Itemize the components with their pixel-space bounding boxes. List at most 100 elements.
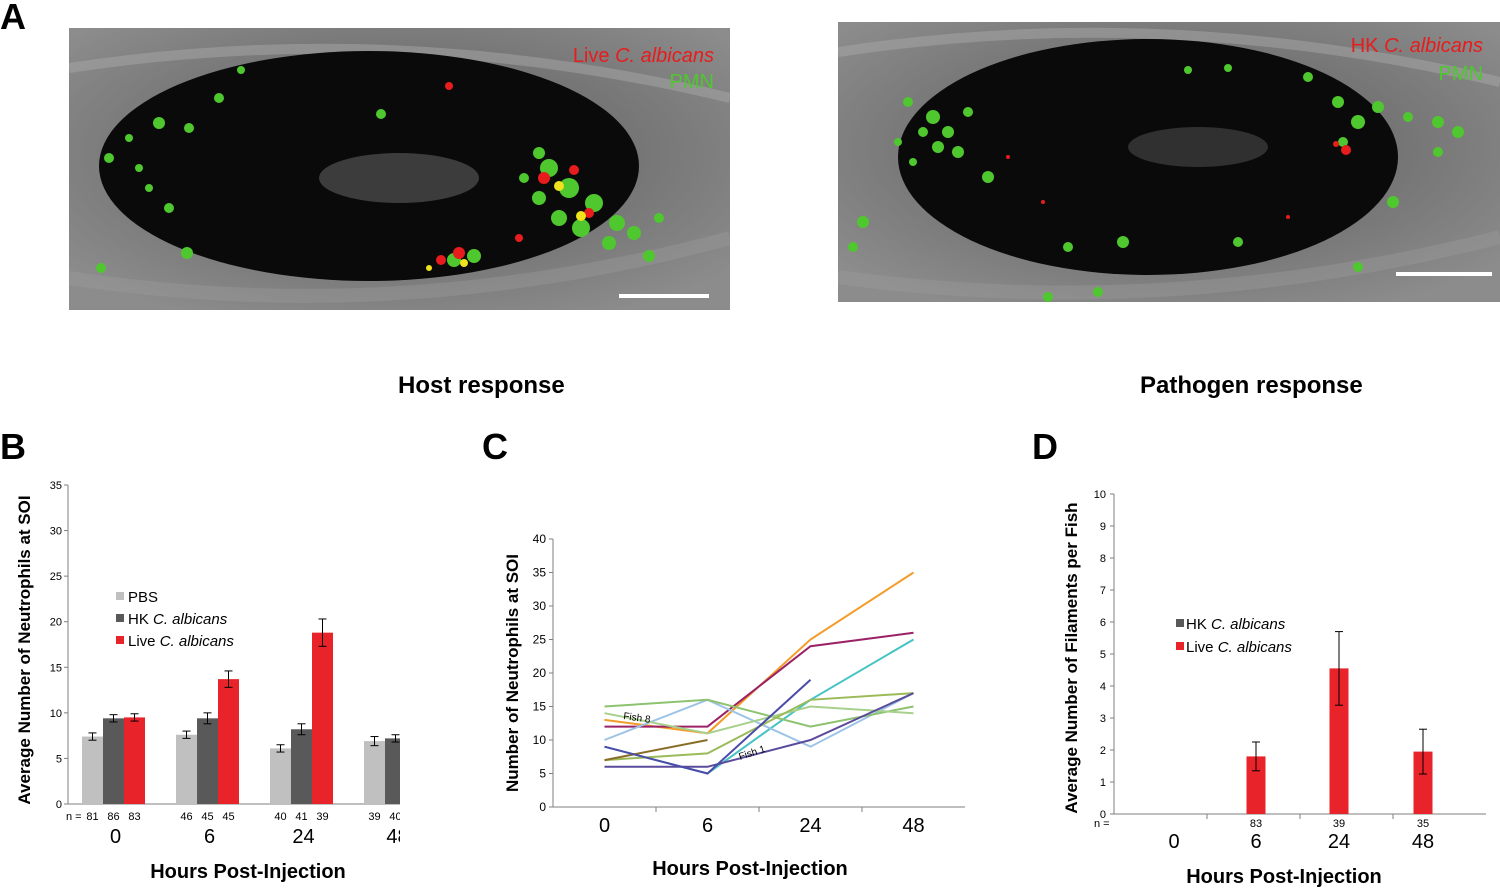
chart-b-category-label: 0 [110, 826, 121, 848]
host-response-title: Host response [398, 372, 565, 399]
chart-c-category-label: 48 [902, 815, 924, 837]
chart-d-category-label: 24 [1328, 831, 1350, 853]
chart-b-category-label: 24 [292, 826, 314, 848]
chart-b-bar [103, 718, 124, 804]
chart-c-series-line [604, 739, 708, 762]
chart-b-ytick-label: 35 [50, 480, 62, 492]
micrograph-live-label-red: Live C. albicans [573, 45, 714, 67]
chart-c-category-label: 24 [799, 815, 821, 837]
chart-c-ytick-label: 15 [533, 700, 547, 714]
chart-b-n-value: 41 [295, 811, 307, 823]
panel-label-a: A [0, 0, 26, 37]
chart-c-ytick-label: 10 [533, 733, 547, 747]
chart-d-legend: HK C. albicans Live C. albicans [1176, 616, 1292, 656]
legend-b-pbs-swatch [116, 592, 124, 600]
micrograph-hk-label-green: PMN [1439, 63, 1483, 85]
chart-c-series-line [604, 692, 914, 748]
micrograph-live: Live C. albicans PMN [69, 28, 730, 310]
chart-b-bar [176, 734, 197, 804]
chart-b-ytick-label: 10 [50, 708, 62, 720]
chart-b-bar [364, 741, 385, 804]
candida-cells [436, 82, 594, 265]
legend-b-hk-label: HK C. albicans [128, 611, 228, 628]
chart-c-category-label: 6 [702, 815, 713, 837]
chart-b-bar [312, 632, 333, 804]
legend-b-hk-swatch [116, 614, 124, 622]
chart-d-bar [1246, 756, 1266, 814]
chart-b-bar [218, 679, 239, 804]
chart-c-ytick-label: 25 [533, 633, 547, 647]
chart-b-n-value: 40 [389, 811, 400, 823]
chart-b-ytick-label: 30 [50, 526, 62, 538]
chart-b-bar [385, 738, 400, 804]
eye-shape-hk [898, 39, 1398, 275]
legend-d-live-label: Live C. albicans [1186, 639, 1292, 656]
legend-d-live-swatch [1176, 642, 1184, 650]
chart-b-ytick-label: 5 [56, 753, 62, 765]
chart-c-series-line [604, 705, 914, 735]
chart-c-category-label: 0 [599, 815, 610, 837]
chart-d-category-label: 48 [1412, 831, 1434, 853]
legend-b-live-swatch [116, 636, 124, 644]
chart-d-bar [1413, 751, 1433, 814]
chart-d-ytick-label: 5 [1100, 649, 1106, 661]
micrograph-live-label-green: PMN [670, 71, 714, 93]
micrograph-hk: HK C. albicans PMN [838, 22, 1500, 302]
chart-c-ytick-label: 40 [533, 532, 547, 546]
micrograph-hk-label-red: HK C. albicans [1351, 35, 1483, 57]
chart-b-legend: PBS HK C. albicans Live C. albicans [116, 589, 234, 650]
chart-b-ytick-label: 20 [50, 617, 62, 629]
chart-b-bar [291, 729, 312, 804]
chart-c-annotation-fish1: Fish 1 [738, 744, 768, 763]
chart-d-ytick-label: 4 [1100, 681, 1106, 693]
chart-c-ylabel: Number of Neutrophils at SOI [503, 554, 522, 792]
scale-bar-hk [1396, 272, 1492, 276]
chart-d-ytick-label: 0 [1100, 809, 1106, 821]
chart-c-ytick-label: 30 [533, 599, 547, 613]
chart-c-series-line [604, 631, 914, 728]
chart-d-category-label: 0 [1168, 831, 1179, 853]
micrograph-live-image: Live C. albicans PMN [69, 28, 730, 310]
chart-b-n-value: 46 [180, 811, 192, 823]
chart-d-bar [1329, 668, 1349, 814]
chart-b-bar [270, 748, 291, 804]
chart-d: 0 1 2 3 4 5 6 7 8 9 10 83 39 35 0 6 24 48 n = Hours Pos… [1062, 489, 1486, 888]
chart-d-category-label: 6 [1250, 831, 1261, 853]
chart-d-ytick-label: 8 [1100, 553, 1106, 565]
chart-c: 0 5 10 15 20 25 30 35 40 0 6 24 48 Fish 8 Fish 1 Ho… [503, 532, 965, 880]
legend-b-live-label: Live C. albicans [128, 633, 234, 650]
chart-b-n-value: 45 [201, 811, 213, 823]
chart-d-ytick-label: 1 [1100, 777, 1106, 789]
chart-d-ytick-label: 6 [1100, 617, 1106, 629]
legend-b-pbs-label: PBS [128, 589, 158, 606]
overlap-cells [426, 181, 586, 271]
chart-d-ytick-label: 2 [1100, 745, 1106, 757]
chart-c-series-line [604, 678, 812, 775]
chart-b-bar [197, 718, 218, 804]
chart-b-bar [82, 736, 103, 804]
panel-label-d: D [1032, 426, 1058, 467]
chart-c-ytick-label: 5 [539, 767, 546, 781]
chart-b-category-label: 48 [386, 826, 400, 848]
chart-d-ytick-label: 3 [1100, 713, 1106, 725]
panel-label-c: C [482, 426, 508, 467]
chart-b-ytick-label: 15 [50, 662, 62, 674]
chart-d-n-value: 35 [1417, 818, 1429, 830]
eye-shape [99, 51, 639, 281]
chart-b-bar [124, 717, 145, 804]
chart-b-n-value: 83 [128, 811, 140, 823]
chart-d-n-value: 83 [1250, 818, 1262, 830]
chart-c-xlabel: Hours Post-Injection [652, 858, 848, 880]
chart-d-n-label: n = [1094, 818, 1110, 830]
candida-cells-hk [1006, 141, 1351, 219]
chart-b-n-value: 81 [86, 811, 98, 823]
chart-d-ylabel: Average Number of Filaments per Fish [1062, 502, 1081, 813]
chart-b-category-label: 6 [204, 826, 215, 848]
chart-d-ytick-label: 9 [1100, 521, 1106, 533]
chart-c-ytick-label: 0 [539, 800, 546, 814]
chart-b-n-value: 86 [107, 811, 119, 823]
chart-b-ytick-label: 0 [56, 799, 62, 811]
chart-b-n-label: n = [66, 811, 82, 823]
chart-b-n-value: 45 [222, 811, 234, 823]
